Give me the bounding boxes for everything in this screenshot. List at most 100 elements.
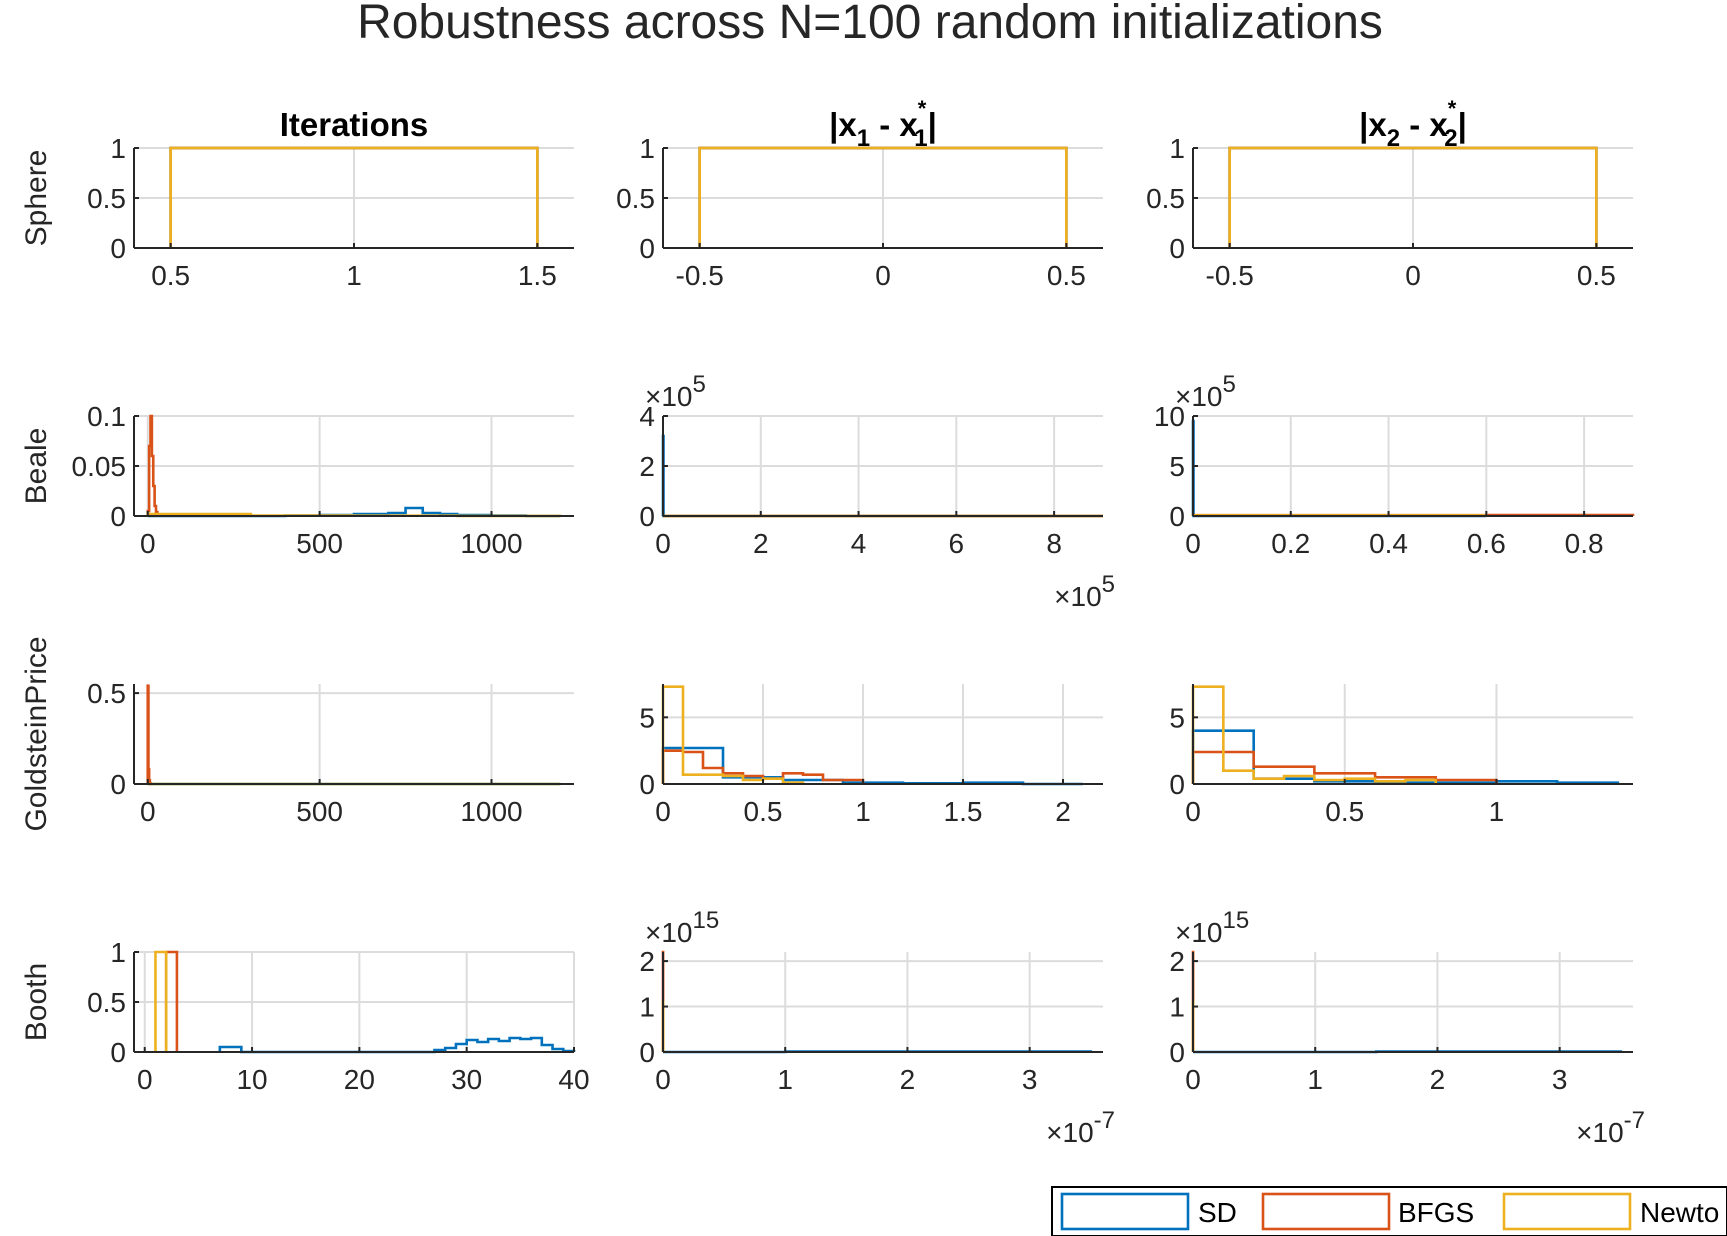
x-tick-label: 3 xyxy=(1022,1064,1038,1095)
legend-label-0: SD xyxy=(1198,1197,1237,1228)
histogram-series-sd xyxy=(218,1036,576,1054)
x-tick-label: -0.5 xyxy=(1206,260,1254,291)
x-tick-label: 0.2 xyxy=(1271,528,1310,559)
panel-goldsteinprice-1: 0 500 1000 0 0.5 xyxy=(87,678,574,827)
y-tick-label: 0 xyxy=(639,233,655,264)
y-exponent-label: ×105 xyxy=(645,371,706,412)
histogram-series-bfgs xyxy=(1191,750,1498,784)
panel-goldsteinprice-3: 0 0.5 1 0 5 xyxy=(1169,684,1633,827)
histogram-series-newton xyxy=(661,685,805,784)
y-tick-label: 2 xyxy=(1169,946,1185,977)
x-tick-label: -0.5 xyxy=(676,260,724,291)
legend-label-1: BFGS xyxy=(1398,1197,1474,1228)
y-tick-label: 0 xyxy=(639,769,655,800)
y-tick-label: 4 xyxy=(639,401,655,432)
y-tick-label: 0 xyxy=(110,233,126,264)
y-tick-label: 1 xyxy=(639,133,655,164)
x-tick-label: 0.4 xyxy=(1369,528,1408,559)
histogram-series-bfgs xyxy=(146,684,152,786)
panel-sphere-2: -0.5 0 0.5 0 0.5 1 xyxy=(616,133,1103,291)
legend-swatch-1 xyxy=(1261,1192,1391,1231)
histogram-series-sd xyxy=(661,746,1083,786)
row-labels: Sphere Beale GoldsteinPrice Booth xyxy=(20,150,53,1042)
column-title-3: |x2 - x* 2| xyxy=(1359,96,1467,152)
x-exponent-label: ×105 xyxy=(1054,571,1115,612)
x-tick-label: 0.5 xyxy=(744,796,783,827)
column-title-1: Iterations xyxy=(280,106,429,143)
x-tick-label: 0 xyxy=(137,1064,153,1095)
histogram-series-sd xyxy=(1191,729,1620,784)
x-tick-label: 30 xyxy=(451,1064,482,1095)
y-exponent-label: ×105 xyxy=(1175,371,1236,412)
histogram-series-newton xyxy=(1228,146,1598,248)
x-tick-label: 0 xyxy=(1185,1064,1201,1095)
x-tick-label: 1 xyxy=(855,796,871,827)
y-tick-label: 1 xyxy=(1169,133,1185,164)
legend-swatch-0 xyxy=(1060,1192,1190,1231)
histogram-series-newton xyxy=(169,146,539,248)
x-tick-label: 0 xyxy=(1185,796,1201,827)
x-exponent-label: ×10-7 xyxy=(1046,1107,1115,1148)
panel-beale-1: 0 500 1000 0 0.05 0.1 xyxy=(72,401,574,559)
y-tick-label: 0 xyxy=(1169,1037,1185,1068)
x-tick-label: 0 xyxy=(655,528,671,559)
y-tick-label: 0 xyxy=(1169,233,1185,264)
histogram-series-newton xyxy=(1191,685,1438,784)
histogram-series-newton xyxy=(154,950,168,1052)
x-tick-label: 1000 xyxy=(460,528,522,559)
x-tick-label: 0.8 xyxy=(1565,528,1604,559)
y-tick-label: 0 xyxy=(1169,501,1185,532)
x-tick-label: 1 xyxy=(346,260,362,291)
y-tick-label: 0.5 xyxy=(87,183,126,214)
x-tick-label: 0 xyxy=(140,796,156,827)
row-label-goldsteinprice: GoldsteinPrice xyxy=(20,636,53,831)
x-tick-label: 1 xyxy=(1307,1064,1323,1095)
x-tick-label: 3 xyxy=(1552,1064,1568,1095)
y-tick-label: 0.05 xyxy=(72,451,127,482)
x-tick-label: 4 xyxy=(851,528,867,559)
x-tick-label: 0 xyxy=(140,528,156,559)
y-tick-label: 0 xyxy=(110,501,126,532)
x-tick-label: 1 xyxy=(777,1064,793,1095)
y-tick-label: 5 xyxy=(639,702,655,733)
row-label-booth: Booth xyxy=(20,963,53,1041)
x-tick-label: 1 xyxy=(1489,796,1505,827)
x-tick-label: 2 xyxy=(1430,1064,1446,1095)
x-tick-label: 1.5 xyxy=(518,260,557,291)
x-tick-label: 20 xyxy=(344,1064,375,1095)
y-tick-label: 0.5 xyxy=(87,678,126,709)
x-tick-label: 500 xyxy=(296,796,343,827)
y-tick-label: 0 xyxy=(110,1037,126,1068)
y-tick-label: 0 xyxy=(639,1037,655,1068)
y-tick-label: 1 xyxy=(110,937,126,968)
x-tick-label: 40 xyxy=(558,1064,589,1095)
histogram-series-sd xyxy=(1191,419,1487,518)
y-tick-label: 0.1 xyxy=(87,401,126,432)
x-tick-label: 6 xyxy=(949,528,965,559)
x-tick-label: 0 xyxy=(655,796,671,827)
row-label-sphere: Sphere xyxy=(20,150,53,247)
y-tick-label: 10 xyxy=(1154,401,1185,432)
y-tick-label: 1 xyxy=(110,133,126,164)
x-exponent-label: ×10-7 xyxy=(1576,1107,1645,1148)
y-tick-label: 5 xyxy=(1169,451,1185,482)
x-tick-label: 0 xyxy=(875,260,891,291)
x-tick-label: 2 xyxy=(900,1064,916,1095)
y-tick-label: 0 xyxy=(1169,769,1185,800)
y-exponent-label: ×1015 xyxy=(645,907,719,948)
x-tick-label: 500 xyxy=(296,528,343,559)
y-tick-label: 1 xyxy=(1169,992,1185,1023)
y-tick-label: 0 xyxy=(639,501,655,532)
x-tick-label: 0.6 xyxy=(1467,528,1506,559)
y-exponent-label: ×1015 xyxy=(1175,907,1249,948)
legend: SD BFGS Newto xyxy=(1051,1186,1727,1236)
x-tick-label: 10 xyxy=(236,1064,267,1095)
x-tick-label: 0 xyxy=(655,1064,671,1095)
y-tick-label: 2 xyxy=(639,451,655,482)
column-titles: Iterations |x1 - x* 1| |x2 - x* 2| xyxy=(280,96,1467,152)
x-tick-label: 8 xyxy=(1046,528,1062,559)
x-tick-label: 0.5 xyxy=(1325,796,1364,827)
